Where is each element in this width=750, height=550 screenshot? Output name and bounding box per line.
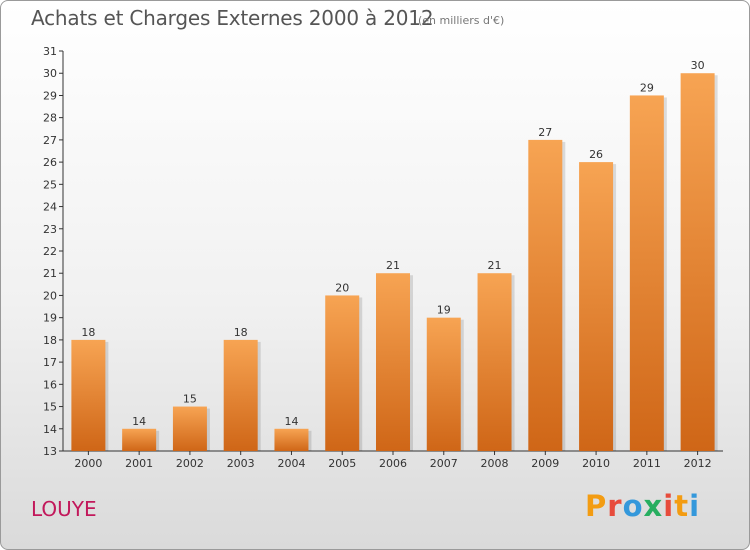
y-tick-label: 15 <box>43 401 57 414</box>
y-tick-label: 19 <box>43 312 57 325</box>
bar <box>122 428 157 451</box>
bar <box>223 339 258 451</box>
logo-letter: P <box>585 489 608 523</box>
x-tick-label: 2006 <box>379 457 407 470</box>
y-tick-label: 24 <box>43 201 57 214</box>
bar-value-label: 27 <box>538 126 552 139</box>
bar <box>426 317 461 451</box>
y-tick-label: 13 <box>43 445 57 458</box>
y-tick-label: 23 <box>43 223 57 236</box>
y-tick-label: 29 <box>43 89 57 102</box>
logo-letter: r <box>607 489 623 523</box>
x-tick-label: 2008 <box>481 457 509 470</box>
x-tick-label: 2012 <box>684 457 712 470</box>
chart-subtitle: (en milliers d'€) <box>418 14 505 27</box>
x-tick-label: 2007 <box>430 457 458 470</box>
y-tick-label: 16 <box>43 378 57 391</box>
bar-value-label: 26 <box>589 148 603 161</box>
bar-value-label: 14 <box>132 415 146 428</box>
y-tick-label: 18 <box>43 334 57 347</box>
logo-letter: o <box>622 489 644 523</box>
x-tick-label: 2010 <box>582 457 610 470</box>
y-tick-label: 21 <box>43 267 57 280</box>
chart-title: Achats et Charges Externes 2000 à 2012 <box>31 6 434 30</box>
x-tick-label: 2011 <box>633 457 661 470</box>
y-tick-label: 20 <box>43 289 57 302</box>
y-tick-label: 30 <box>43 67 57 80</box>
bar <box>325 295 360 451</box>
y-tick-label: 17 <box>43 356 57 369</box>
y-tick-label: 22 <box>43 245 57 258</box>
x-tick-label: 2004 <box>277 457 305 470</box>
bar-value-label: 18 <box>81 326 95 339</box>
y-tick-label: 31 <box>43 45 57 58</box>
bar-value-label: 15 <box>183 393 197 406</box>
bar-value-label: 21 <box>488 259 502 272</box>
logo-letter: t <box>674 489 690 523</box>
y-tick-label: 25 <box>43 178 57 191</box>
bar <box>477 273 512 451</box>
bar-value-label: 29 <box>640 81 654 94</box>
bar <box>71 339 106 451</box>
bar <box>376 273 410 451</box>
x-tick-label: 2005 <box>328 457 356 470</box>
bar <box>172 406 207 451</box>
bar-value-label: 18 <box>234 326 248 339</box>
logo-letter: i <box>663 489 675 523</box>
commune-name: LOUYE <box>31 497 97 521</box>
logo-letter: x <box>643 489 664 523</box>
bar-value-label: 21 <box>386 259 400 272</box>
y-tick-label: 26 <box>43 156 57 169</box>
bar <box>629 95 664 451</box>
x-tick-label: 2000 <box>74 457 102 470</box>
bar <box>528 139 563 451</box>
bar-value-label: 20 <box>335 281 349 294</box>
bar-value-label: 14 <box>284 415 298 428</box>
bar-value-label: 19 <box>437 304 451 317</box>
x-tick-label: 2002 <box>176 457 204 470</box>
proxiti-logo: Proxiti <box>585 489 700 523</box>
logo-letter: i <box>689 489 701 523</box>
x-tick-label: 2003 <box>227 457 255 470</box>
y-tick-label: 28 <box>43 112 57 125</box>
y-tick-label: 14 <box>43 423 57 436</box>
bar-value-label: 30 <box>691 59 705 72</box>
x-tick-label: 2009 <box>531 457 559 470</box>
bar <box>579 162 614 451</box>
x-tick-label: 2001 <box>125 457 153 470</box>
y-tick-label: 27 <box>43 134 57 147</box>
bar <box>680 73 715 451</box>
bar <box>274 428 309 451</box>
